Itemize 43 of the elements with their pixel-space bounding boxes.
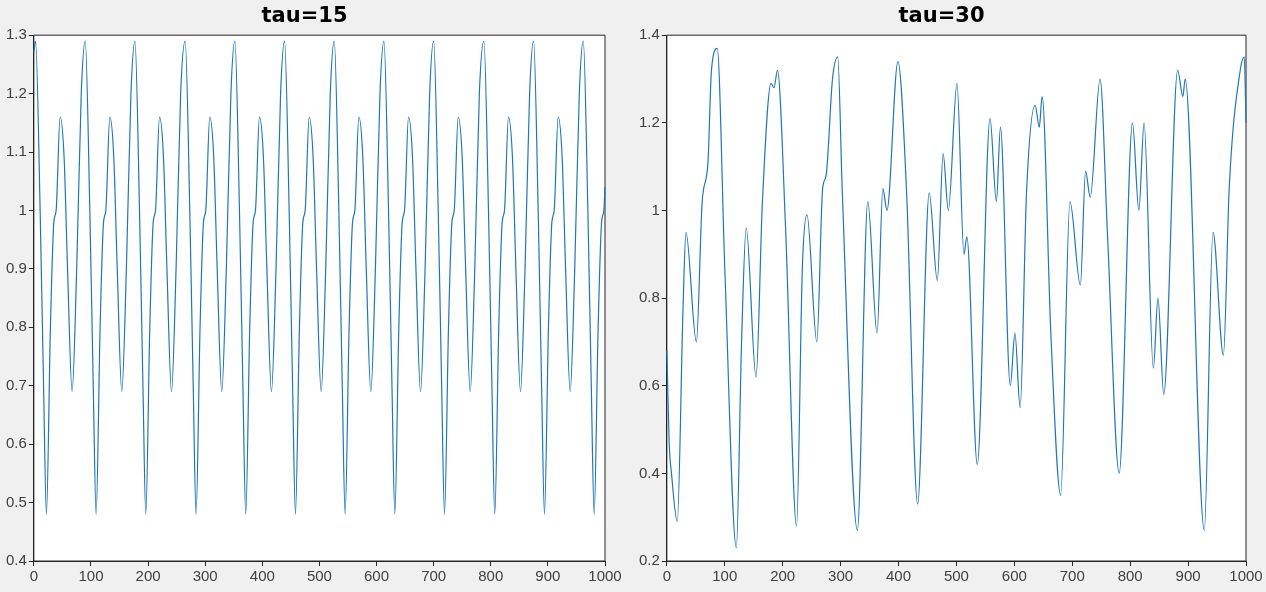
chart-title: tau=15 — [261, 3, 348, 28]
y-tick-label: 1 — [18, 200, 27, 218]
line-series — [33, 40, 606, 515]
y-tick-label: 0.5 — [5, 492, 27, 510]
x-tick-label: 100 — [712, 567, 738, 585]
y-tick-label: 0.8 — [5, 317, 27, 335]
x-tick-label: 0 — [662, 567, 672, 585]
y-tick-label: 1.4 — [638, 25, 660, 43]
y-tick-label: 1.1 — [5, 142, 27, 160]
y-tick-label: 0.2 — [638, 551, 660, 569]
x-tick-label: 0 — [29, 567, 39, 585]
x-tick-label: 900 — [1175, 567, 1201, 585]
y-tick-label: 0.7 — [5, 375, 27, 393]
y-tick-label: 0.9 — [5, 259, 27, 277]
x-tick-label: 300 — [192, 567, 218, 585]
x-tick-label: 1000 — [588, 567, 622, 585]
x-tick-label: 200 — [770, 567, 796, 585]
y-tick-label: 1 — [651, 200, 660, 218]
x-tick-label: 700 — [1059, 567, 1085, 585]
y-tick-label: 0.8 — [638, 288, 660, 306]
y-tick-label: 1.3 — [5, 25, 27, 43]
y-tick-label: 0.4 — [638, 463, 660, 481]
x-tick-label: 400 — [249, 567, 275, 585]
y-tick-label: 0.6 — [638, 375, 660, 393]
x-tick-label: 100 — [78, 567, 104, 585]
y-tick-label: 1.2 — [5, 83, 27, 101]
x-tick-label: 900 — [535, 567, 561, 585]
x-tick-label: 600 — [364, 567, 390, 585]
x-tick-label: 300 — [828, 567, 854, 585]
x-tick-label: 800 — [1117, 567, 1143, 585]
x-tick-label: 400 — [886, 567, 912, 585]
x-tick-label: 500 — [306, 567, 332, 585]
y-tick-label: 0.6 — [5, 434, 27, 452]
x-tick-label: 500 — [943, 567, 969, 585]
y-tick-label: 1.2 — [638, 112, 660, 130]
x-tick-label: 600 — [1001, 567, 1027, 585]
x-tick-label: 800 — [478, 567, 504, 585]
y-tick-label: 0.4 — [5, 551, 27, 569]
line-series — [666, 47, 1247, 549]
chart-title: tau=30 — [898, 3, 985, 28]
x-tick-label: 200 — [135, 567, 161, 585]
x-tick-label: 1000 — [1229, 567, 1263, 585]
x-tick-label: 700 — [421, 567, 447, 585]
